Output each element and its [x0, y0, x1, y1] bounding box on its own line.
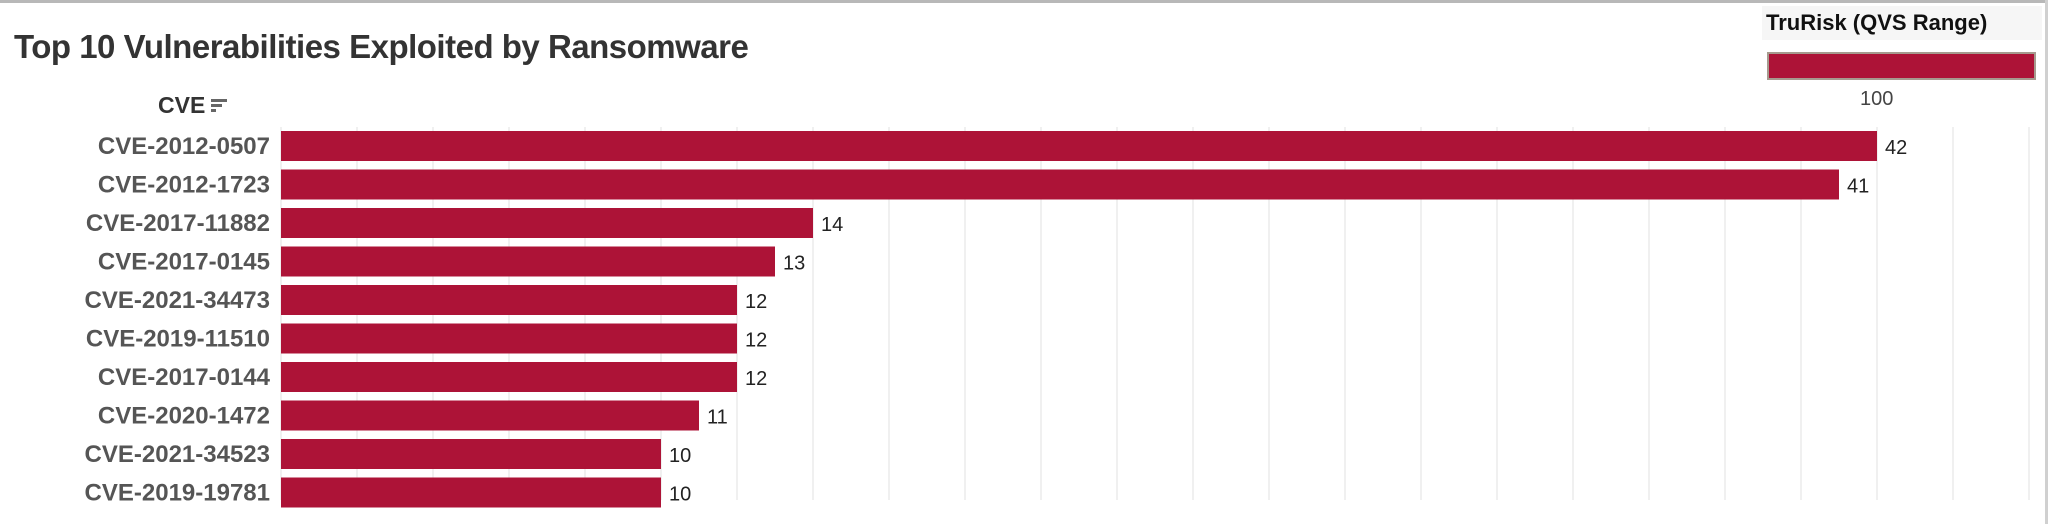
legend-color-bar	[1767, 52, 2036, 80]
bar[interactable]	[281, 439, 661, 469]
category-label: CVE-2012-0507	[98, 133, 270, 160]
bar[interactable]	[281, 285, 737, 315]
sort-icon[interactable]	[211, 98, 228, 114]
bar[interactable]	[281, 246, 775, 277]
legend-title: TruRisk (QVS Range)	[1762, 6, 2042, 40]
right-border	[2045, 0, 2048, 524]
bar[interactable]	[281, 400, 699, 431]
top-border	[0, 0, 2048, 3]
data-label: 12	[745, 291, 767, 313]
category-label: CVE-2017-0144	[98, 364, 271, 391]
cve-axis-label: CVE	[158, 92, 206, 118]
category-label: CVE-2017-0145	[98, 249, 270, 276]
data-label: 10	[669, 445, 691, 467]
data-label: 10	[669, 484, 691, 506]
bar[interactable]	[281, 169, 1839, 200]
category-label: CVE-2012-1723	[98, 172, 270, 199]
bar[interactable]	[281, 131, 1877, 161]
category-label: CVE-2017-11882	[86, 210, 270, 237]
category-label: CVE-2021-34473	[85, 287, 270, 314]
data-label: 14	[821, 214, 843, 236]
bar[interactable]	[281, 208, 813, 238]
category-label: CVE-2019-11510	[86, 326, 270, 353]
category-label: CVE-2020-1472	[98, 403, 270, 430]
data-label: 13	[783, 253, 805, 275]
data-label: 12	[745, 368, 767, 390]
data-label: 42	[1885, 137, 1907, 159]
bar[interactable]	[281, 477, 661, 508]
data-label: 11	[707, 407, 728, 429]
category-label: CVE-2019-19781	[85, 480, 270, 507]
legend-value: 100	[1860, 88, 1894, 110]
cve-axis-header[interactable]: CVE	[158, 92, 228, 119]
bar[interactable]	[281, 362, 737, 392]
data-label: 12	[745, 330, 767, 352]
bar[interactable]	[281, 323, 737, 354]
category-label: CVE-2021-34523	[85, 441, 270, 468]
chart-title: Top 10 Vulnerabilities Exploited by Rans…	[14, 28, 749, 65]
data-label: 41	[1847, 176, 1869, 198]
